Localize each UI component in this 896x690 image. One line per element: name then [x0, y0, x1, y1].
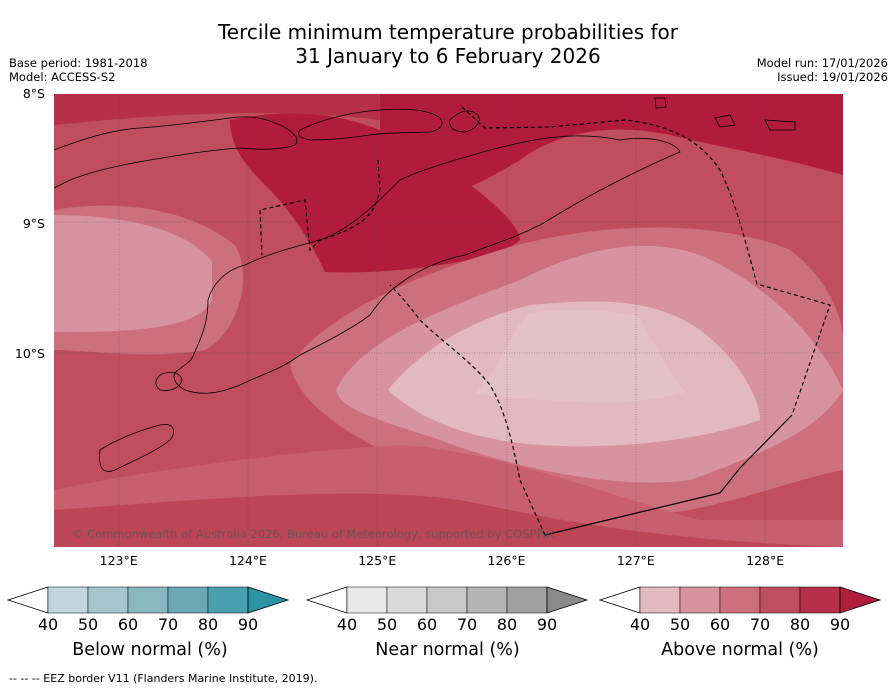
eez-border-northwest — [259, 159, 381, 256]
colorbar-below-under — [6, 586, 49, 614]
wetar-coast — [449, 110, 480, 133]
north-islands-coast — [298, 108, 443, 141]
colorbar-above-segment-0 — [639, 586, 681, 614]
field-50-60-southwest — [54, 215, 212, 333]
colorbar-near-segment-3 — [466, 586, 508, 614]
field-80-90-northwest — [54, 94, 380, 125]
colorbar-near: 40 50 60 70 80 90 — [305, 586, 589, 634]
model-name: Model: ACCESS-S2 — [9, 70, 116, 84]
colorbar-below-tick-0: 40 — [38, 615, 58, 634]
lon-label-0: 123°E — [100, 553, 138, 568]
colorbar-near-segment-4 — [506, 586, 548, 614]
colorbar-below-segment-0 — [47, 586, 89, 614]
model-run: Model run: 17/01/2026 — [756, 56, 888, 70]
base-period: Base period: 1981-2018 — [9, 56, 148, 70]
below-normal-label: Below normal (%) — [72, 640, 228, 660]
colorbar-below: 40 50 60 70 80 90 — [6, 586, 290, 634]
colorbar-above-over — [839, 586, 882, 614]
lat-label-2: 10°S — [15, 346, 45, 361]
chart-title: Tercile minimum temperature probabilitie… — [0, 20, 896, 68]
colorbar-below-over — [247, 586, 290, 614]
eez-border — [259, 106, 831, 536]
title-line-2: 31 January to 6 February 2026 — [295, 44, 601, 68]
colorbar-near-tick-4: 80 — [497, 615, 517, 634]
lon-label-5: 128°E — [746, 553, 784, 568]
eez-border-solid — [544, 414, 793, 536]
colorbar-above-tick-3: 70 — [750, 615, 770, 634]
colorbar-above-tick-0: 40 — [630, 615, 650, 634]
sawu-island-coast — [98, 423, 174, 472]
field-70-80-far-south — [54, 493, 843, 547]
colorbar-near-tick-0: 40 — [337, 615, 357, 634]
colorbar-near-tick-3: 70 — [457, 615, 477, 634]
colorbar-near-segment-1 — [386, 586, 428, 614]
colorbar-near-tick-1: 50 — [377, 615, 397, 634]
field-80-90-north — [380, 94, 843, 201]
small-island-3 — [764, 119, 796, 131]
latitude-labels: 8°S 9°S 10°S — [15, 86, 45, 361]
colorbar-near-tick-5: 90 — [537, 615, 557, 634]
eez-border-east — [461, 106, 831, 416]
colorbar-near-tick-2: 60 — [417, 615, 437, 634]
colorbars: 40 50 60 70 80 90 40 50 60 70 80 90 40 50 60 70 80 90 — [6, 586, 882, 634]
colorbar-near-segment-0 — [346, 586, 388, 614]
colorbar-above-tick-2: 60 — [710, 615, 730, 634]
lat-label-0: 8°S — [23, 86, 45, 101]
flores-alor-coast — [54, 116, 298, 189]
lon-label-2: 125°E — [358, 553, 396, 568]
colorbar-below-segment-2 — [127, 586, 169, 614]
meta-right: Model run: 17/01/2026 Issued: 19/01/2026 — [757, 56, 888, 84]
copyright-notice: © Commonwealth of Australia 2026, Bureau… — [72, 527, 556, 541]
gridlines — [54, 94, 843, 547]
colorbar-above-under — [598, 586, 641, 614]
small-island-2 — [714, 114, 736, 128]
colorbar-below-segment-3 — [167, 586, 209, 614]
longitude-labels: 123°E 124°E 125°E 126°E 127°E 128°E — [100, 553, 785, 568]
colorbar-above-segment-1 — [679, 586, 721, 614]
probability-field — [54, 94, 843, 547]
eez-border-legend: -- -- -- EEZ border V11 (Flanders Marine… — [9, 672, 318, 685]
colorbar-above-tick-5: 90 — [830, 615, 850, 634]
colorbar-near-under — [305, 586, 348, 614]
small-island-1 — [654, 97, 667, 109]
colorbar-above-segment-3 — [759, 586, 801, 614]
colorbar-below-tick-4: 80 — [198, 615, 218, 634]
colorbar-near-over — [546, 586, 589, 614]
colorbar-below-tick-5: 90 — [238, 615, 258, 634]
lon-label-1: 124°E — [229, 553, 267, 568]
colorbar-above-tick-4: 80 — [790, 615, 810, 634]
colorbar-above-segment-2 — [719, 586, 761, 614]
rote-island-coast — [155, 371, 183, 391]
lat-label-1: 9°S — [23, 216, 45, 231]
lon-label-3: 126°E — [488, 553, 526, 568]
eez-border-west — [389, 284, 546, 536]
colorbar-above: 40 50 60 70 80 90 — [598, 586, 882, 634]
issued-date: Issued: 19/01/2026 — [777, 70, 888, 84]
colorbar-below-tick-2: 60 — [118, 615, 138, 634]
field-80-90-timor — [230, 113, 520, 273]
above-normal-label: Above normal (%) — [661, 640, 819, 660]
colorbar-below-segment-4 — [207, 586, 249, 614]
title-line-1: Tercile minimum temperature probabilitie… — [217, 20, 679, 44]
field-40-50-core — [475, 310, 686, 403]
near-normal-label: Near normal (%) — [375, 640, 520, 660]
colorbar-near-segment-2 — [426, 586, 468, 614]
lon-label-4: 127°E — [617, 553, 655, 568]
colorbar-below-tick-3: 70 — [158, 615, 178, 634]
colorbar-above-segment-4 — [799, 586, 841, 614]
colorbar-below-segment-1 — [87, 586, 129, 614]
colorbar-below-tick-1: 50 — [78, 615, 98, 634]
meta-left: Base period: 1981-2018 Model: ACCESS-S2 — [9, 56, 148, 84]
colorbar-above-tick-1: 50 — [670, 615, 690, 634]
